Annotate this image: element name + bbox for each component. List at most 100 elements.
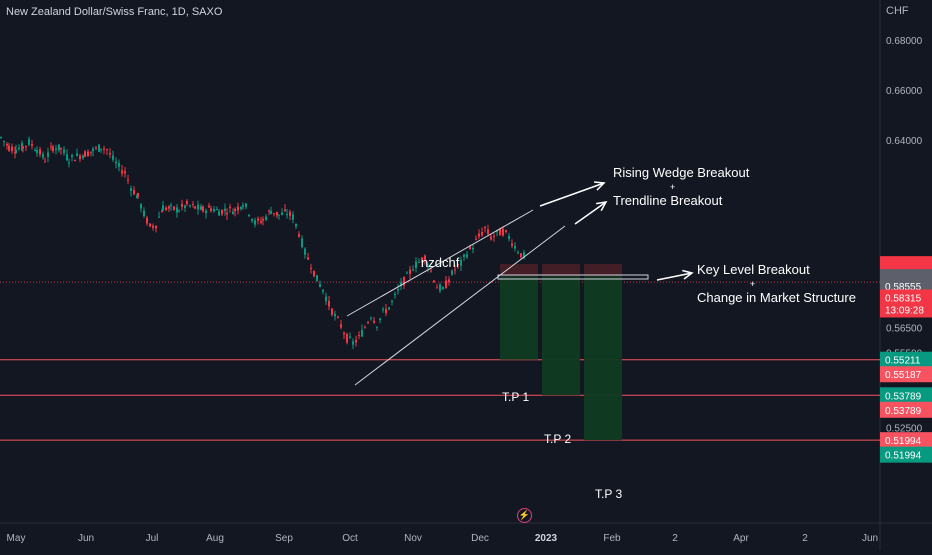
candle-body [278, 214, 280, 216]
candle-body [226, 212, 228, 215]
candle-body [224, 208, 226, 211]
candle-body [424, 255, 426, 262]
candle-body [286, 213, 288, 215]
candle-body [328, 300, 330, 307]
candle-body [66, 154, 68, 161]
candle-body [260, 221, 262, 223]
x-tick-label: Feb [603, 533, 621, 544]
price-axis-label: 0.55187 [885, 370, 922, 381]
wedge-upper-trendline [346, 209, 534, 317]
candle-body [268, 210, 270, 212]
price-axis-label-bg [880, 351, 932, 368]
candle-body [161, 210, 163, 213]
candle-body [481, 232, 483, 236]
candle-body [11, 146, 13, 152]
candle-body [245, 203, 247, 208]
candle-body [186, 200, 188, 205]
candle-body [454, 269, 456, 271]
x-tick-label: Aug [206, 533, 224, 544]
candle-body [84, 151, 86, 157]
trendline-breakout-arrow-head [596, 201, 608, 212]
key-level-arrow [656, 272, 693, 281]
candle-body [218, 211, 220, 216]
candle-body [25, 145, 27, 147]
candle-body [90, 151, 92, 153]
x-tick-label: 2 [672, 533, 678, 544]
candle-body [490, 236, 492, 240]
candle-body [76, 153, 78, 156]
candle-body [181, 204, 183, 207]
y-tick-label: 0.52500 [886, 424, 923, 435]
candle-body [124, 171, 126, 174]
candle-body [307, 257, 309, 260]
candle-body [406, 272, 408, 274]
candle-body [28, 139, 30, 145]
y-tick-label: 0.56500 [886, 324, 923, 335]
candle-body [436, 287, 438, 289]
candle-body [394, 293, 396, 296]
x-tick-label: Jun [78, 533, 94, 544]
annotation-wedge-breakout: Rising Wedge Breakout [613, 165, 750, 180]
candle-body [158, 216, 160, 218]
candle-body [92, 148, 94, 152]
candle-body [210, 208, 212, 212]
candle-body [466, 254, 468, 258]
candle-body [202, 206, 204, 212]
candle-body [237, 206, 239, 211]
candle-body [165, 207, 167, 210]
candle-body [439, 284, 441, 291]
candle-body [403, 276, 405, 286]
candle-body [262, 218, 264, 221]
candle-body [397, 288, 399, 291]
candle-body [427, 265, 429, 268]
candle-body [472, 248, 474, 250]
price-axis-label-bg [880, 432, 932, 449]
candle-body [155, 225, 157, 229]
profit-zone [500, 276, 538, 360]
key-level-arrow-head [682, 269, 694, 280]
lightning-icon[interactable]: ⚡ [517, 508, 532, 523]
candle-body [301, 238, 303, 248]
profit-zone [542, 276, 580, 396]
candle-body [478, 233, 480, 237]
y-tick-label: 0.66000 [886, 86, 923, 97]
candle-body [514, 245, 516, 249]
candle-body [71, 155, 73, 157]
profit-zone [584, 276, 622, 441]
candle-body [121, 170, 123, 174]
x-tick-label: Dec [471, 533, 489, 544]
candle-body [162, 205, 164, 211]
candle-body [409, 269, 411, 274]
candle-body [170, 204, 172, 206]
candle-body [130, 188, 132, 191]
candle-body [242, 205, 244, 207]
candle-body [15, 149, 17, 153]
candle-body [284, 209, 286, 211]
chart-title: New Zealand Dollar/Swiss Franc, 1D, SAXO [6, 6, 223, 18]
candle-body [213, 209, 215, 212]
candle-body [415, 261, 417, 268]
trendline-breakout-arrow [574, 201, 607, 225]
candle-body [192, 204, 194, 206]
take-profit-label: T.P 3 [595, 487, 622, 501]
candle-body [373, 320, 375, 323]
annotation-trendline-breakout: Trendline Breakout [613, 193, 723, 208]
candle-body [316, 275, 318, 282]
candle-body [367, 322, 369, 324]
candle-body [337, 316, 339, 318]
candle-body [98, 144, 100, 152]
x-tick-label: Apr [733, 533, 749, 544]
candle-body [200, 206, 202, 210]
candle-body [95, 147, 97, 149]
candle-body [58, 144, 60, 151]
candle-body [240, 206, 242, 210]
candle-body [109, 153, 111, 155]
take-profit-label: T.P 1 [502, 390, 529, 404]
price-axis-label: 0.51994 [885, 436, 922, 447]
candle-body [460, 259, 462, 266]
candle-body [3, 141, 5, 143]
x-tick-label: Sep [275, 533, 293, 544]
candle-body [47, 152, 49, 157]
